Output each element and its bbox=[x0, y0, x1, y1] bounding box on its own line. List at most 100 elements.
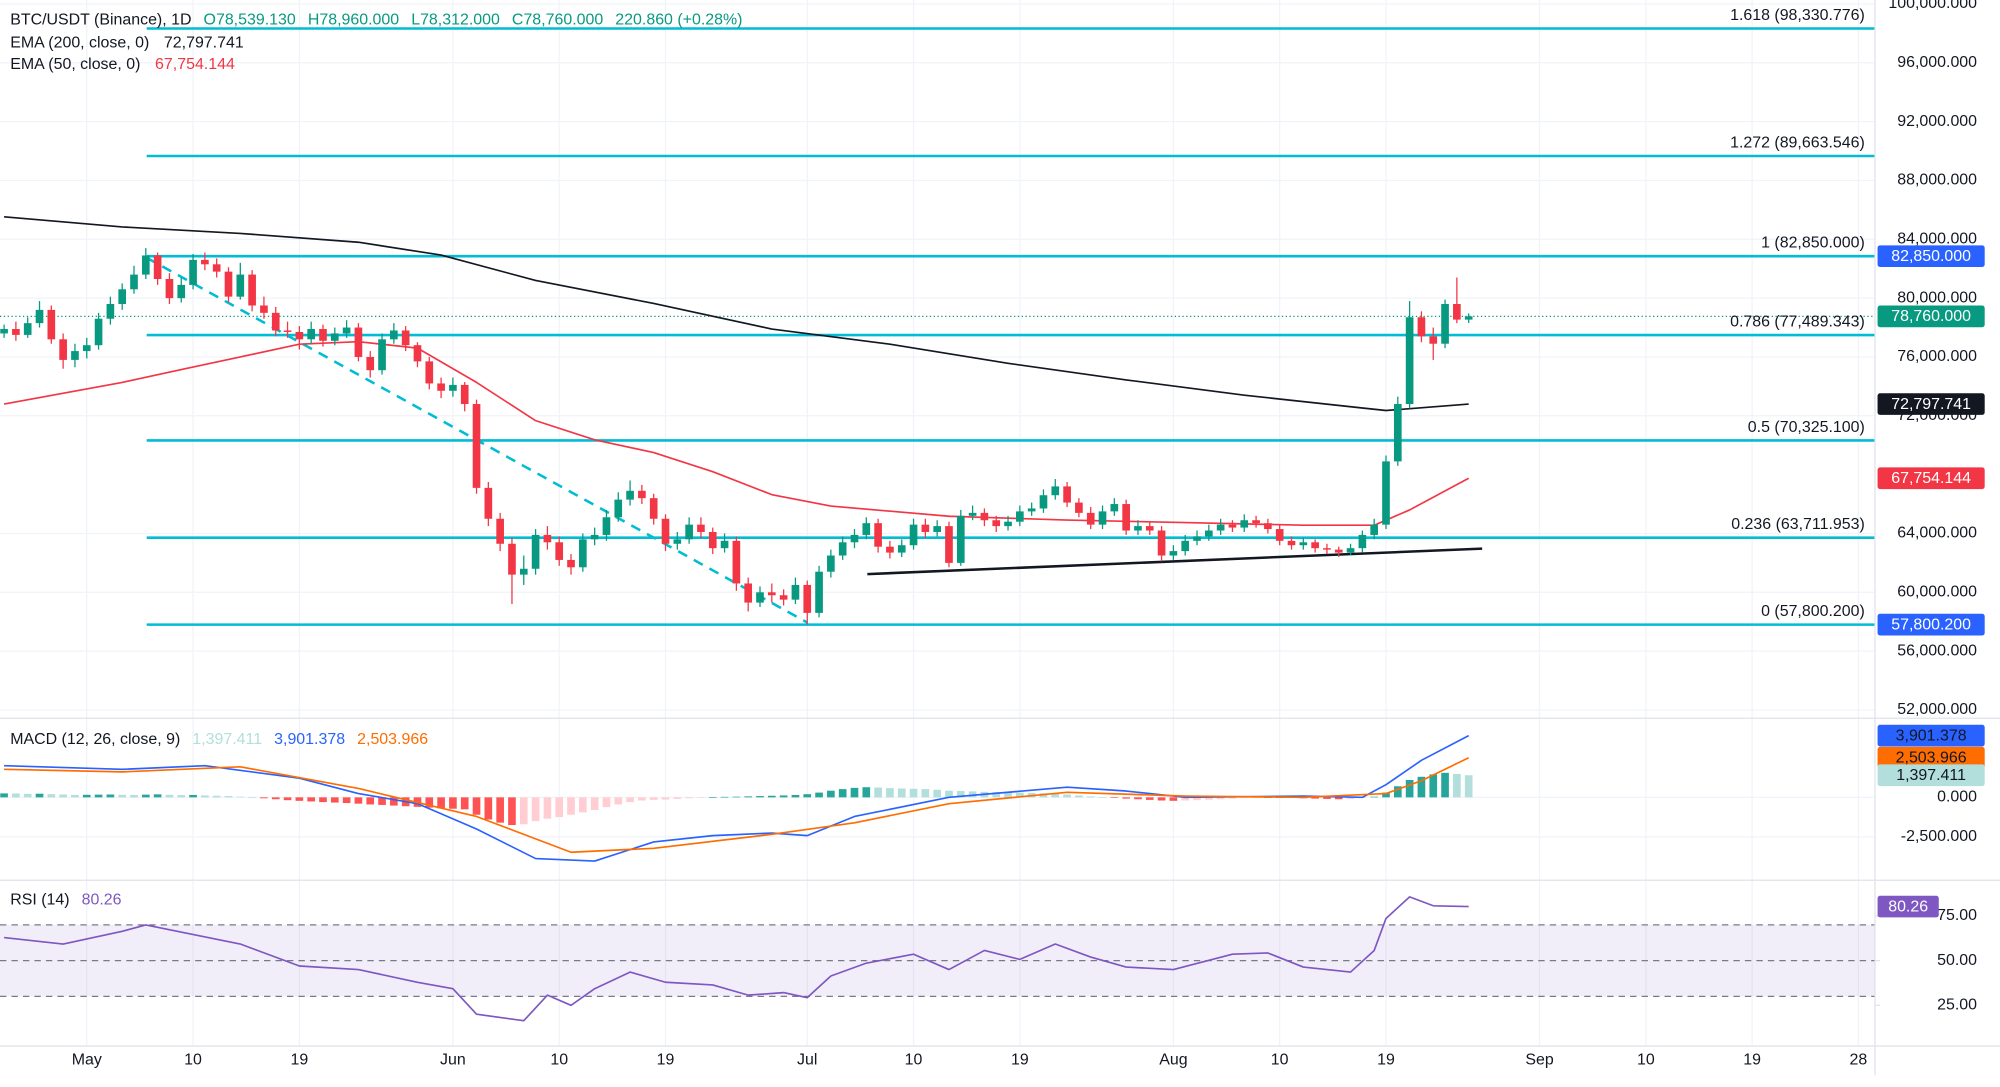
signal-line bbox=[4, 756, 1470, 854]
x-tick-label: 28 bbox=[1850, 1051, 1868, 1068]
macd-box-label: 3,901.378 bbox=[1896, 727, 1967, 744]
macd-histogram-bar bbox=[661, 797, 670, 800]
macd-histogram-bar bbox=[744, 796, 753, 798]
macd-histogram-bar bbox=[933, 789, 941, 798]
candle-body bbox=[35, 309, 44, 324]
candle-body bbox=[106, 304, 115, 319]
candle-body bbox=[82, 345, 91, 352]
candle-body bbox=[1193, 536, 1201, 541]
candle-body bbox=[47, 309, 56, 340]
macd-histogram-bar bbox=[177, 795, 186, 798]
macd-histogram-bar bbox=[1429, 774, 1438, 798]
fib-layer: 1.618 (98,330.776) 1.272 (89,663.546) 1 (8… bbox=[146, 7, 1875, 626]
candle-body bbox=[732, 540, 741, 584]
candle-body bbox=[968, 512, 977, 516]
macd-histogram-bar bbox=[224, 796, 233, 798]
macd-histogram-bar bbox=[838, 789, 847, 798]
macd-histogram-bar bbox=[1417, 776, 1426, 798]
candle-body bbox=[909, 524, 918, 546]
price-box bbox=[1877, 393, 1985, 415]
ohlc-value: L78,312.000 bbox=[411, 12, 500, 29]
fib-level-label: 1 (82,850.000) bbox=[1761, 235, 1865, 252]
fib-level-label: 0 (57,800.200) bbox=[1761, 603, 1865, 620]
candle-body bbox=[23, 323, 32, 335]
macd-tick-label: 0.000 bbox=[1937, 789, 1977, 806]
candle-body bbox=[330, 333, 339, 341]
macd-histogram-bar bbox=[23, 793, 32, 798]
candle-body bbox=[626, 490, 634, 500]
legend-line: MACD (12, 26, close, 9) 1,397.411 3,901.… bbox=[10, 731, 428, 748]
macd-title: MACD (12, 26, close, 9) bbox=[10, 731, 180, 748]
ema-line bbox=[3, 340, 1470, 527]
macd-box-label: 2,503.966 bbox=[1896, 750, 1967, 767]
macd-histogram-bar bbox=[201, 795, 209, 798]
candle-body bbox=[1228, 524, 1237, 528]
macd-histogram-bar bbox=[945, 790, 953, 798]
candle-body bbox=[1287, 540, 1296, 546]
candle-body bbox=[401, 330, 410, 346]
macd-histogram-bar bbox=[1134, 797, 1142, 800]
macd-histogram-bar bbox=[1216, 797, 1225, 800]
macd-tick-label: -2,500.000 bbox=[1901, 828, 1977, 845]
price-box bbox=[1877, 245, 1985, 268]
macd-histogram-bar bbox=[992, 792, 1001, 798]
candle-body bbox=[897, 545, 906, 553]
macd-histogram-bar bbox=[130, 794, 138, 798]
candle-body bbox=[838, 542, 847, 556]
macd-histogram-bar bbox=[1063, 794, 1071, 798]
macd-histogram-bar bbox=[1405, 779, 1414, 798]
candle-body bbox=[744, 583, 753, 603]
macd-histogram-bar bbox=[555, 797, 564, 818]
candle-body bbox=[260, 305, 268, 313]
fib-level-label: 0.786 (77,489.343) bbox=[1730, 314, 1865, 331]
macd-histogram-bar bbox=[1169, 797, 1178, 801]
macd-histogram-bar bbox=[425, 797, 434, 808]
rsi-value: 80.26 bbox=[82, 892, 122, 909]
candle-body bbox=[12, 329, 20, 335]
candle-body bbox=[685, 524, 693, 540]
candle-body bbox=[791, 584, 800, 600]
x-tick-label: 19 bbox=[290, 1051, 308, 1068]
macd-histogram-bar bbox=[106, 794, 115, 798]
candle-body bbox=[815, 571, 823, 613]
x-tick-label: Jun bbox=[440, 1051, 466, 1068]
candle-body bbox=[555, 542, 564, 560]
candle-body bbox=[720, 540, 729, 549]
price-box-label: 57,800.200 bbox=[1891, 616, 1971, 633]
macd-histogram-bar bbox=[1453, 773, 1461, 798]
macd-histogram-bar bbox=[1240, 797, 1249, 798]
candle-body bbox=[319, 329, 327, 341]
candle-body bbox=[189, 259, 197, 285]
candle-body bbox=[886, 546, 894, 553]
macd-histogram-bar bbox=[1004, 792, 1012, 798]
macd-histogram-bar bbox=[850, 787, 859, 798]
candle-body bbox=[508, 543, 516, 575]
candle-body bbox=[862, 523, 871, 535]
macd-histogram-bar bbox=[1181, 797, 1190, 801]
ema-name: EMA (50, close, 0) bbox=[10, 56, 140, 73]
candle-body bbox=[543, 534, 552, 543]
candle-body bbox=[1157, 530, 1166, 556]
price-box-label: 82,850.000 bbox=[1891, 248, 1971, 265]
candle-body bbox=[779, 595, 788, 600]
macd-histogram-bar bbox=[803, 794, 812, 798]
candle-body bbox=[803, 584, 812, 613]
x-tick-label: May bbox=[72, 1051, 102, 1068]
rsi-tick-label: 25.00 bbox=[1937, 997, 1977, 1014]
y-tick-label: 60,000.000 bbox=[1897, 583, 1977, 600]
macd-histogram-bar bbox=[165, 794, 174, 798]
candle-body bbox=[1016, 511, 1024, 522]
x-tick-label: 19 bbox=[1011, 1051, 1029, 1068]
x-tick-label: 19 bbox=[1743, 1051, 1761, 1068]
macd-histogram-bar bbox=[330, 797, 339, 803]
macd-histogram-bar bbox=[295, 797, 304, 801]
macd-histogram-bar bbox=[271, 797, 280, 800]
rsi-tick-label: 75.00 bbox=[1937, 907, 1977, 924]
price-box-label: 72,797.741 bbox=[1891, 396, 1971, 413]
macd-histogram-bar bbox=[283, 797, 292, 801]
candle-body bbox=[165, 279, 174, 299]
candle-body bbox=[1181, 540, 1190, 552]
candle-body bbox=[141, 255, 150, 275]
rsi-box bbox=[1877, 895, 1939, 918]
